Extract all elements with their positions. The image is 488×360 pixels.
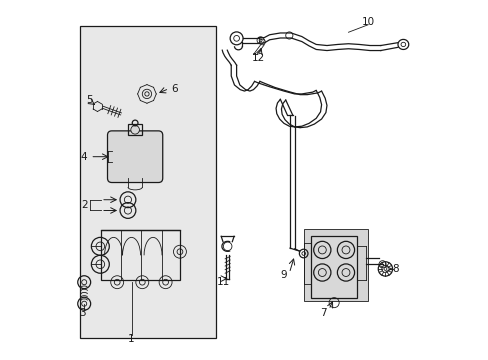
FancyBboxPatch shape [107, 131, 163, 183]
Bar [80, 26, 215, 338]
Text: 6: 6 [171, 84, 178, 94]
Bar [128, 125, 142, 135]
Text: 4: 4 [81, 152, 87, 162]
Text: 12: 12 [252, 53, 265, 63]
Text: 2: 2 [81, 200, 88, 210]
Bar [101, 230, 180, 280]
Text: 8: 8 [391, 264, 398, 274]
Text: 5: 5 [86, 95, 93, 105]
Text: 3: 3 [79, 309, 85, 318]
Circle shape [131, 126, 139, 134]
Bar [310, 235, 357, 298]
Text: 9: 9 [280, 270, 286, 280]
Text: 10: 10 [361, 17, 374, 27]
Text: 11: 11 [216, 277, 229, 287]
Bar [304, 229, 367, 301]
Text: 1: 1 [128, 334, 135, 344]
Text: 7: 7 [320, 309, 326, 318]
